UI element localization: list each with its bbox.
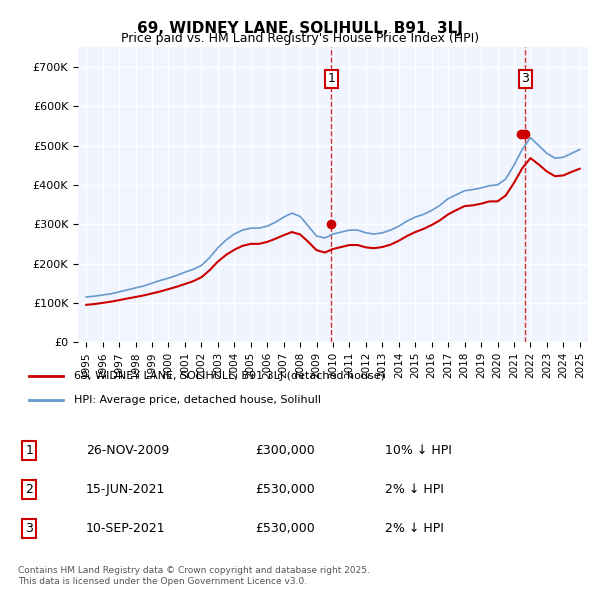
- Text: Price paid vs. HM Land Registry's House Price Index (HPI): Price paid vs. HM Land Registry's House …: [121, 32, 479, 45]
- Text: 26-NOV-2009: 26-NOV-2009: [86, 444, 169, 457]
- Text: 2% ↓ HPI: 2% ↓ HPI: [385, 522, 443, 535]
- Text: HPI: Average price, detached house, Solihull: HPI: Average price, detached house, Soli…: [74, 395, 322, 405]
- Text: 3: 3: [521, 72, 529, 85]
- Text: 2% ↓ HPI: 2% ↓ HPI: [385, 483, 443, 496]
- Text: £530,000: £530,000: [255, 483, 314, 496]
- Text: Contains HM Land Registry data © Crown copyright and database right 2025.
This d: Contains HM Land Registry data © Crown c…: [18, 566, 370, 586]
- Text: 1: 1: [25, 444, 33, 457]
- Text: 2: 2: [25, 483, 33, 496]
- Text: 10% ↓ HPI: 10% ↓ HPI: [385, 444, 451, 457]
- Text: 1: 1: [328, 72, 335, 85]
- Text: £530,000: £530,000: [255, 522, 314, 535]
- Text: 15-JUN-2021: 15-JUN-2021: [86, 483, 165, 496]
- Text: 69, WIDNEY LANE, SOLIHULL, B91 3LJ (detached house): 69, WIDNEY LANE, SOLIHULL, B91 3LJ (deta…: [74, 371, 385, 381]
- Text: 3: 3: [25, 522, 33, 535]
- Text: 69, WIDNEY LANE, SOLIHULL, B91  3LJ: 69, WIDNEY LANE, SOLIHULL, B91 3LJ: [137, 21, 463, 35]
- Text: 10-SEP-2021: 10-SEP-2021: [86, 522, 166, 535]
- Text: £300,000: £300,000: [255, 444, 314, 457]
